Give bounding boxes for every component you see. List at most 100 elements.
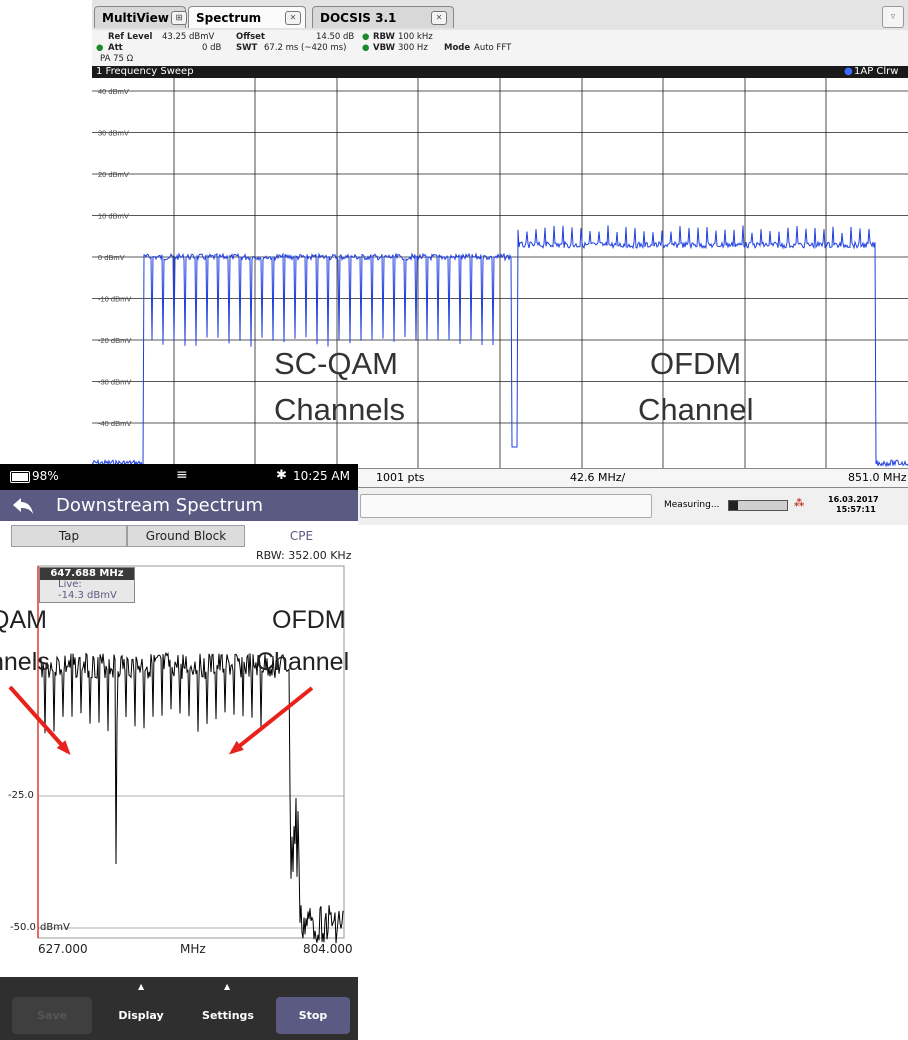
marker-frequency: 647.688 MHz <box>40 568 134 580</box>
measurement-settings: Ref Level 43.25 dBmV Offset 14.50 dB ● R… <box>92 30 908 66</box>
tab-multiview-label: MultiView <box>102 11 169 25</box>
status-dot-icon: ● <box>362 32 370 42</box>
progress-bar <box>728 500 788 511</box>
time-label: 15:57:11 <box>836 505 876 514</box>
date-label: 16.03.2017 <box>828 495 879 504</box>
phone-status-bar: 98% ≡ ✱ 10:25 AM <box>0 464 358 490</box>
x-end: 804.000 <box>303 942 353 956</box>
analyzer-trace <box>92 225 908 468</box>
trace-label: 1AP Clrw <box>854 66 899 77</box>
page-title: Downstream Spectrum <box>56 495 264 516</box>
tab-spectrum-label: Spectrum <box>196 11 262 25</box>
ref-level-value: 43.25 dBmV <box>162 32 215 42</box>
status-dot-icon: ● <box>96 43 104 53</box>
swt-label: SWT <box>236 43 258 53</box>
arrow-to-qam-head <box>56 740 71 755</box>
y-tick-minus25: -25.0 <box>8 790 34 801</box>
y-tick-minus50: -50.0 <box>10 922 36 933</box>
x-unit: MHz <box>180 942 206 956</box>
marker-readout: 647.688 MHz Live: -14.3 dBmV <box>39 567 135 603</box>
trace-indicator-icon: ● <box>844 66 853 77</box>
tab-multiview[interactable]: MultiView ⊞ <box>94 6 187 28</box>
bluetooth-icon: ✱ <box>276 468 287 483</box>
span-label: 42.6 MHz/ <box>570 471 626 484</box>
rbw-label: RBW: 352.00 KHz <box>256 549 352 562</box>
points-label: 1001 pts <box>376 471 425 484</box>
y-tick-label: 0 dBmV <box>98 253 125 262</box>
sweep-title-bar: 1 Frequency Sweep ● 1AP Clrw <box>92 66 908 78</box>
phone-spectrum-plot: QAM nnels OFDM Channel <box>0 565 349 944</box>
att-value: 0 dB <box>202 43 222 53</box>
measuring-label: Measuring... <box>664 500 720 510</box>
phone-trace <box>39 651 344 944</box>
ref-level-label: Ref Level <box>108 32 153 42</box>
annotation-scqam-2: Channels <box>274 392 405 427</box>
rbw-value: 100 kHz <box>398 32 433 42</box>
tab-ground-block[interactable]: Ground Block <box>127 525 245 547</box>
annotation-ofdm-1: OFDM <box>272 606 346 634</box>
att-label: Att <box>108 43 123 53</box>
grid-icon: ⊞ <box>171 11 187 25</box>
pa-label: PA 75 Ω <box>100 54 134 64</box>
close-tab-icon[interactable]: ✕ <box>285 11 301 25</box>
display-button[interactable]: Display <box>118 1009 164 1022</box>
annotation-ofdm-1: OFDM <box>650 346 741 381</box>
spectrum-analyzer-screen: MultiView ⊞ Spectrum ✕ DOCSIS 3.1 ✕ ▿ Re… <box>92 0 908 525</box>
y-tick-label: 30 dBmV <box>98 129 129 138</box>
vbw-value: 300 Hz <box>398 43 428 53</box>
annotation-qam-1: QAM <box>0 606 47 634</box>
phone-screen: 98% ≡ ✱ 10:25 AM Downstream Spectrum Tap… <box>0 464 358 1040</box>
arrow-to-ofdm <box>230 686 314 754</box>
settings-button[interactable]: Settings <box>202 1009 254 1022</box>
marker-live-label: Live: <box>58 579 82 590</box>
y-tick-label: -20 dBmV <box>98 336 131 345</box>
analyzer-plot: 40 dBmV 30 dBmV 20 dBmV 10 dBmV 0 dBmV -10 dB… <box>92 78 908 468</box>
notification-icon: ≡ <box>176 467 188 483</box>
tab-docsis-label: DOCSIS 3.1 <box>320 11 397 25</box>
y-tick-label: 40 dBmV <box>98 87 129 96</box>
app-header: Downstream Spectrum <box>0 490 358 521</box>
tab-spectrum[interactable]: Spectrum ✕ <box>188 6 306 28</box>
message-field <box>360 494 652 518</box>
mode-value: Auto FFT <box>474 43 512 53</box>
remote-icon: ⁂ <box>794 498 805 509</box>
vbw-label: VBW <box>373 43 395 53</box>
offset-label: Offset <box>236 32 265 42</box>
bottom-toolbar: Save ▲ Display ▲ Settings Stop <box>0 977 358 1040</box>
back-arrow-icon[interactable] <box>12 497 34 515</box>
rbw-label: RBW <box>373 32 395 42</box>
y-unit: dBmV <box>40 922 70 933</box>
close-tab-icon[interactable]: ✕ <box>431 11 447 25</box>
y-tick-label: -30 dBmV <box>98 378 131 387</box>
tab-cpe[interactable]: CPE <box>245 525 358 547</box>
stop-button[interactable]: Stop <box>276 997 350 1034</box>
tab-docsis[interactable]: DOCSIS 3.1 ✕ <box>312 6 454 28</box>
caret-up-icon: ▲ <box>138 982 145 991</box>
marker-live-value: -14.3 dBmV <box>58 590 117 601</box>
tab-bar: MultiView ⊞ Spectrum ✕ DOCSIS 3.1 ✕ ▿ <box>92 0 908 30</box>
battery-level: 98% <box>32 469 59 483</box>
y-tick-label: 20 dBmV <box>98 170 129 179</box>
y-tick-label: 10 dBmV <box>98 212 129 221</box>
annotation-qam-2: nnels <box>0 648 50 676</box>
annotation-scqam-1: SC-QAM <box>274 346 398 381</box>
tab-tap[interactable]: Tap <box>11 525 127 547</box>
battery-icon <box>10 471 30 483</box>
y-tick-label: -40 dBmV <box>98 419 131 428</box>
save-button[interactable]: Save <box>12 997 92 1034</box>
mode-label: Mode <box>444 43 471 53</box>
annotation-ofdm-2: Channel <box>256 648 349 676</box>
sweep-title: 1 Frequency Sweep <box>96 66 194 77</box>
dropdown-icon[interactable]: ▿ <box>882 6 904 28</box>
swt-value: 67.2 ms (~420 ms) <box>264 43 347 53</box>
y-tick-label: -10 dBmV <box>98 295 131 304</box>
stop-frequency: 851.0 MHz <box>848 471 907 484</box>
clock: 10:25 AM <box>293 469 350 483</box>
x-start: 627.000 <box>38 942 88 956</box>
annotation-ofdm-2: Channel <box>638 392 753 427</box>
arrow-to-qam <box>8 685 70 754</box>
caret-up-icon: ▲ <box>224 982 231 991</box>
status-dot-icon: ● <box>362 43 370 53</box>
offset-value: 14.50 dB <box>316 32 355 42</box>
arrow-to-ofdm-head <box>228 740 244 755</box>
